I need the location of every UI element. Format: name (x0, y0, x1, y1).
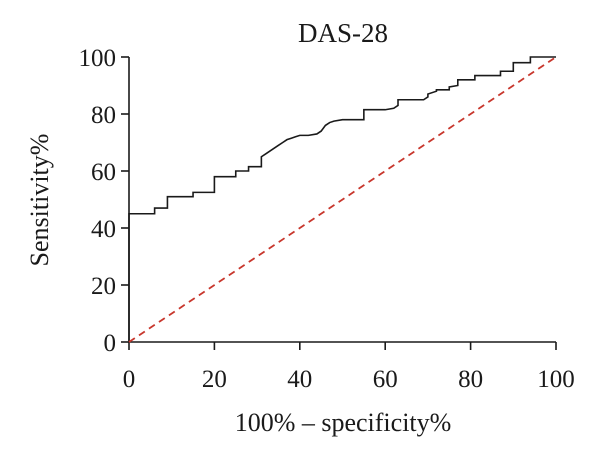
x-axis-label: 100% – specificity% (235, 408, 452, 437)
x-tick-label: 60 (373, 366, 398, 393)
chart-title: DAS-28 (298, 18, 388, 48)
x-tick-label: 40 (287, 366, 312, 393)
y-tick-label: 0 (104, 330, 117, 357)
x-tick-label: 0 (123, 366, 136, 393)
plot-area: 0 20 40 60 80 100 0 20 40 60 80 100 (79, 45, 575, 393)
x-tick-label: 20 (202, 366, 227, 393)
reference-diagonal-line (128, 56, 557, 343)
y-tick-label: 100 (79, 45, 117, 72)
x-tick-label: 100 (537, 366, 575, 393)
y-axis-label: Sensitivity% (25, 134, 54, 267)
y-tick-label: 20 (91, 273, 116, 300)
roc-curve-line (128, 56, 556, 342)
y-tick-label: 60 (91, 159, 116, 186)
x-tick-label: 80 (458, 366, 483, 393)
y-tick-label: 40 (91, 216, 116, 243)
y-tick-label: 80 (91, 102, 116, 129)
